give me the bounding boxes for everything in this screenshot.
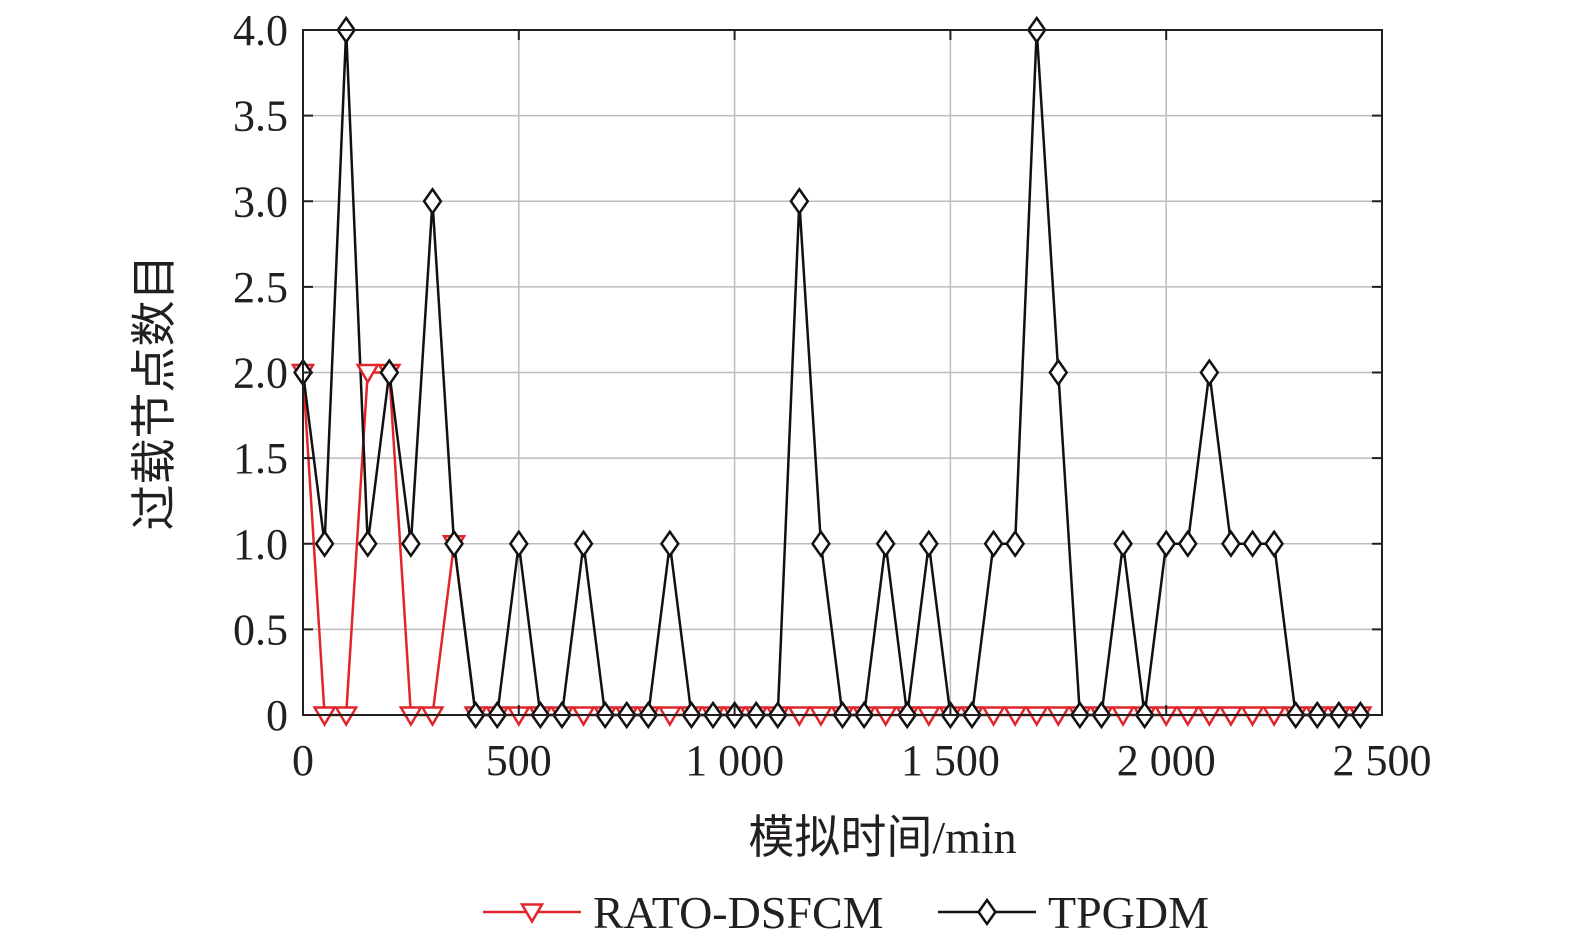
- data-point-tpgdm: [1177, 529, 1198, 558]
- data-point-tpgdm: [1113, 529, 1133, 558]
- data-point-tpgdm: [400, 529, 421, 558]
- data-point-tpgdm: [379, 358, 400, 387]
- data-point-tpgdm: [1005, 529, 1026, 558]
- y-tick-label: 1.0: [233, 520, 288, 569]
- y-tick-label: 1.5: [233, 434, 288, 483]
- legend-label-tpgdm: TPGDM: [1048, 887, 1209, 938]
- y-tick-label: 0.5: [233, 605, 288, 654]
- data-point-tpgdm: [444, 529, 464, 558]
- data-point-tpgdm: [810, 529, 831, 558]
- data-point-tpgdm: [789, 187, 810, 216]
- data-point-tpgdm: [1264, 529, 1285, 558]
- data-point-tpgdm: [422, 187, 443, 216]
- grid-lines: [303, 30, 1382, 715]
- x-tick-label: 1 500: [901, 736, 1000, 785]
- legend: RATO-DSFCM TPGDM: [483, 887, 1209, 938]
- data-point-tpgdm: [314, 529, 335, 558]
- data-point-tpgdm: [875, 529, 896, 558]
- data-point-tpgdm: [508, 529, 529, 558]
- legend-marker-tpgdm: [977, 897, 997, 927]
- x-tick-label: 500: [486, 736, 552, 785]
- y-axis-title: 过载节点数目: [129, 255, 180, 531]
- x-tick-label: 2 500: [1333, 736, 1432, 785]
- data-point-tpgdm: [1199, 358, 1220, 387]
- data-point-tpgdm: [659, 529, 680, 558]
- data-point-tpgdm: [1156, 529, 1177, 558]
- y-tick-label: 0: [266, 691, 288, 740]
- x-axis-title: 模拟时间/min: [748, 812, 1016, 863]
- data-point-tpgdm: [1242, 529, 1263, 558]
- y-tick-label: 4.0: [233, 6, 288, 55]
- data-point-tpgdm: [573, 529, 594, 558]
- data-point-rato-dsfcm: [355, 363, 380, 385]
- data-point-tpgdm: [983, 529, 1004, 558]
- legend-marker-rato-dsfcm: [519, 903, 545, 924]
- y-tick-label: 3.5: [233, 92, 288, 141]
- data-point-tpgdm: [918, 529, 939, 558]
- data-point-tpgdm: [1048, 358, 1069, 387]
- data-point-tpgdm: [1221, 529, 1241, 558]
- y-tick-label: 2.0: [233, 349, 288, 398]
- y-tick-label: 2.5: [233, 263, 288, 312]
- x-tick-label: 0: [292, 736, 314, 785]
- y-tick-labels: 0 0.5 1.0 1.5 2.0 2.5 3.0 3.5 4.0: [233, 6, 288, 740]
- axis-ticks: [302, 29, 1383, 716]
- x-tick-label: 1 000: [685, 736, 784, 785]
- legend-label-rato-dsfcm: RATO-DSFCM: [593, 887, 884, 938]
- y-tick-label: 3.0: [233, 177, 288, 226]
- x-tick-labels: 0 500 1 000 1 500 2 000 2 500: [292, 736, 1432, 785]
- x-tick-label: 2 000: [1117, 736, 1216, 785]
- data-point-tpgdm: [357, 529, 378, 558]
